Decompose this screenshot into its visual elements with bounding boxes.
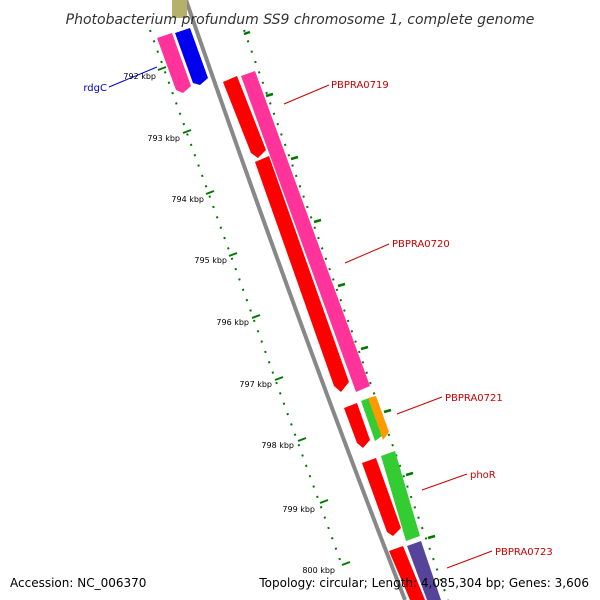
orange-feature xyxy=(368,396,389,440)
accession-text: Accession: NC_006370 xyxy=(10,576,146,590)
slate-feature xyxy=(407,541,441,600)
tick-label-792: 792 kbp xyxy=(123,72,156,81)
pink-feature-left xyxy=(157,33,191,93)
red-feature-4 xyxy=(362,458,401,536)
gene-label-PBPRA0719[interactable]: PBPRA0719 xyxy=(331,80,389,91)
blue-feature xyxy=(175,28,208,85)
leader-lines xyxy=(108,66,493,569)
inner-major-ticks xyxy=(157,66,351,566)
outer-tick-ring xyxy=(243,29,449,600)
gene-label-rdgC[interactable]: rdgC xyxy=(83,83,107,94)
tick-label-800: 800 kbp xyxy=(302,566,335,575)
tick-label-798: 798 kbp xyxy=(261,441,294,450)
pink-feature-long xyxy=(241,71,370,392)
tick-label-799: 799 kbp xyxy=(282,505,315,514)
tick-label-793: 793 kbp xyxy=(147,134,180,143)
tick-label-796: 796 kbp xyxy=(216,318,249,327)
red-feature-3 xyxy=(344,403,370,448)
olive-feature xyxy=(172,0,187,18)
tick-labels: 792 kbp 793 kbp 794 kbp 795 kbp 796 kbp … xyxy=(123,72,335,575)
map-title: Photobacterium profundum SS9 chromosome … xyxy=(66,12,535,28)
tick-label-795: 795 kbp xyxy=(194,256,227,265)
gene-label-PBPRA0720[interactable]: PBPRA0720 xyxy=(392,239,450,250)
gene-labels: rdgC PBPRA0719 PBPRA0720 PBPRA0721 phoR … xyxy=(83,80,552,558)
green-feature-large xyxy=(381,451,420,541)
red-feature-5 xyxy=(389,546,425,600)
green-feature-small xyxy=(361,398,382,441)
red-feature-1 xyxy=(223,76,266,158)
genome-summary-text: Topology: circular; Length: 4,085,304 bp… xyxy=(258,576,589,590)
tick-label-797: 797 kbp xyxy=(239,380,272,389)
gene-label-PBPRA0723[interactable]: PBPRA0723 xyxy=(495,547,553,558)
outer-major-ticks xyxy=(243,30,436,540)
backbone-line xyxy=(184,0,407,600)
tick-label-794: 794 kbp xyxy=(171,195,204,204)
gene-label-PBPRA0721[interactable]: PBPRA0721 xyxy=(445,393,503,404)
gene-label-phoR[interactable]: phoR xyxy=(470,470,496,481)
red-feature-2 xyxy=(255,156,349,392)
